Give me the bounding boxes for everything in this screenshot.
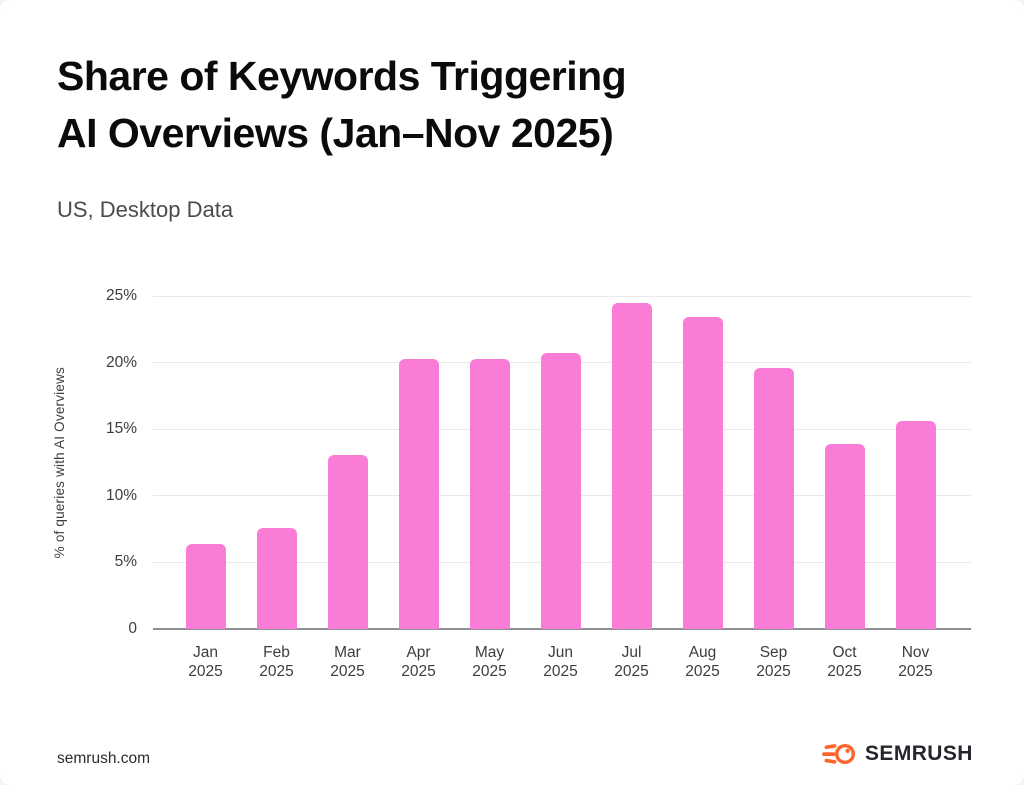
bar-nov-2025 (895, 421, 936, 629)
bar-aug-2025 (682, 317, 723, 629)
bar-column-nov: Nov 2025 (880, 296, 951, 680)
chart-subtitle: US, Desktop Data (57, 197, 234, 222)
xtick-label-apr: Apr 2025 (401, 644, 436, 680)
bar-column-sep: Sep 2025 (738, 296, 809, 680)
bars-row: Jan 2025 Feb 2025 Mar 2025 Apr 2025 May 2025… (153, 296, 971, 680)
bar-may-2025 (469, 358, 510, 629)
xtick-label-sep: Sep 2025 (756, 644, 791, 680)
source-url: semrush.com (57, 750, 151, 767)
ytick-label-15: 15% (105, 420, 137, 438)
xtick-label-mar: Mar 2025 (330, 644, 365, 680)
xtick-label-oct: Oct 2025 (827, 644, 862, 680)
bar-column-feb: Feb 2025 (241, 296, 312, 680)
ytick-label-20: 20% (105, 353, 137, 371)
bar-column-aug: Aug 2025 (667, 296, 738, 680)
bar-column-apr: Apr 2025 (383, 296, 454, 680)
ytick-label-5: 5% (114, 553, 137, 571)
xtick-label-jul: Jul 2025 (614, 644, 649, 680)
bar-oct-2025 (824, 443, 865, 629)
y-axis-title: % of queries with AI Overviews (51, 366, 67, 559)
xtick-label-jun: Jun 2025 (543, 644, 578, 680)
bar-jun-2025 (540, 353, 581, 629)
xtick-label-nov: Nov 2025 (898, 644, 933, 680)
xtick-label-jan: Jan 2025 (188, 644, 223, 680)
bar-column-may: May 2025 (454, 296, 525, 680)
ytick-label-10: 10% (105, 486, 137, 504)
ytick-label-25: 25% (105, 287, 137, 304)
bar-apr-2025 (398, 358, 439, 629)
bar-column-jan: Jan 2025 (170, 296, 241, 680)
xtick-label-may: May 2025 (472, 644, 507, 680)
xtick-label-aug: Aug 2025 (685, 644, 720, 680)
x-axis-baseline (153, 628, 971, 630)
page-title: Share of Keywords Triggering AI Overview… (57, 53, 627, 156)
brand-logo: SEMRUSH (822, 742, 973, 766)
xtick-label-feb: Feb 2025 (259, 644, 294, 680)
semrush-flame-icon (822, 744, 855, 764)
bar-column-jun: Jun 2025 (525, 296, 596, 680)
brand-wordmark: SEMRUSH (865, 742, 973, 765)
bar-feb-2025 (256, 527, 297, 629)
bar-column-jul: Jul 2025 (596, 296, 667, 680)
y-axis-title-wrap: % of queries with AI Overviews (48, 296, 70, 629)
bar-jan-2025 (185, 543, 226, 629)
plot-area: 0 5% 10% 15% 20% 25% Jan 2025 Feb 2025 Mar 2025 A… (106, 287, 971, 680)
bar-sep-2025 (753, 367, 794, 629)
bar-column-mar: Mar 2025 (312, 296, 383, 680)
bar-jul-2025 (611, 302, 652, 629)
bar-mar-2025 (327, 454, 368, 629)
ytick-label-0: 0 (128, 620, 137, 637)
bar-column-oct: Oct 2025 (809, 296, 880, 680)
gridline-25 (153, 295, 971, 297)
